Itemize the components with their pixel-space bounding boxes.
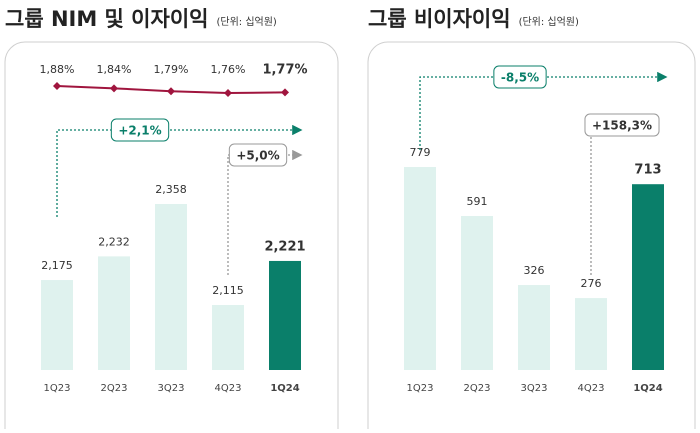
growth-box (584, 113, 660, 137)
bar-label: 326 (524, 264, 545, 277)
nim-point (110, 84, 118, 93)
x-tick-label: 2Q23 (101, 383, 128, 394)
bar (632, 184, 664, 370)
bar-label: 713 (634, 163, 661, 178)
bar-label: 2,232 (98, 235, 130, 248)
chart-subtitle: (단위: 십억원) (519, 15, 579, 28)
x-tick-label: 2Q23 (464, 383, 491, 394)
bar-label: 2,221 (264, 239, 305, 254)
growth-arrow (227, 149, 303, 275)
x-tick-label: 1Q23 (407, 383, 434, 394)
growth-arrow (419, 71, 668, 150)
growth-label: +158,3% (592, 119, 652, 133)
bar-label: 591 (467, 195, 488, 208)
growth-label: +5,0% (236, 149, 279, 163)
bar (212, 305, 244, 370)
x-tick-label: 1Q24 (270, 383, 299, 394)
growth-box (110, 118, 170, 142)
chart-subtitle: (단위: 십억원) (216, 15, 276, 28)
nim-label: 1,79% (154, 63, 189, 76)
nim-label: 1,77% (262, 63, 307, 78)
x-tick-label: 3Q23 (521, 383, 548, 394)
bar-label: 779 (410, 146, 431, 159)
bar-label: 2,358 (155, 183, 187, 196)
x-tick-label: 4Q23 (578, 383, 605, 394)
x-tick-label: 1Q23 (44, 383, 71, 394)
x-tick-label: 1Q24 (633, 383, 662, 394)
bar-label: 2,175 (41, 259, 73, 272)
bar (575, 298, 607, 370)
x-tick-label: 3Q23 (158, 383, 185, 394)
growth-label: +2,1% (118, 124, 161, 138)
nim-point (53, 82, 61, 90)
growth-label: -8,5% (501, 71, 539, 85)
chart-title: 그룹 NIM 및 이자이익 (5, 7, 208, 31)
bar (155, 204, 187, 370)
nim-label: 1,84% (97, 63, 132, 76)
bar (41, 280, 73, 370)
bar (518, 285, 550, 370)
bar (269, 260, 301, 370)
panel (367, 41, 696, 429)
nim-label: 1,88% (40, 63, 75, 76)
nim-label: 1,76% (211, 63, 246, 76)
nim-point (281, 88, 289, 97)
bar-label: 276 (581, 277, 602, 290)
growth-box (228, 143, 288, 167)
bar (404, 167, 436, 370)
nim-point (224, 89, 232, 97)
bar-label: 2,115 (212, 284, 244, 297)
nim-point (167, 87, 175, 96)
bar (461, 215, 493, 370)
growth-arrow (590, 119, 608, 275)
growth-box (493, 65, 547, 89)
panel (4, 41, 339, 429)
chart-title: 그룹 비이자이익 (368, 7, 511, 31)
bar (98, 256, 130, 370)
growth-arrow (56, 124, 303, 217)
x-tick-label: 4Q23 (215, 383, 242, 394)
